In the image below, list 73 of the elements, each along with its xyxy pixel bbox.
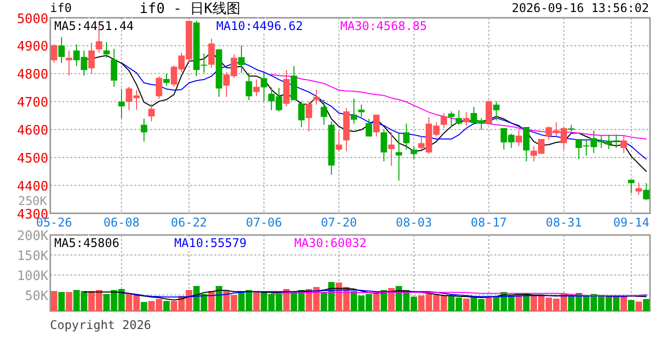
candlestick xyxy=(516,130,522,147)
y-tick-label: 4500 xyxy=(16,151,48,166)
candlestick xyxy=(358,104,365,118)
candlestick xyxy=(620,134,627,154)
candlestick xyxy=(373,114,380,137)
candlestick xyxy=(238,44,245,74)
candlestick xyxy=(366,118,372,137)
text: MA5:45806 xyxy=(54,236,120,250)
chart-title: if0 - 日K线图 xyxy=(139,1,241,17)
candlestick xyxy=(298,100,305,128)
text: MA30:60032 xyxy=(294,236,367,250)
candlestick xyxy=(388,132,395,166)
x-tick-label: 06-22 xyxy=(170,215,208,230)
candlestick xyxy=(58,36,65,64)
candlestick xyxy=(66,50,72,76)
candlestick xyxy=(88,42,95,74)
x-tick-label: 08-31 xyxy=(546,215,582,230)
text: MA10:4496.62 xyxy=(216,19,304,33)
candlestick xyxy=(486,100,492,126)
y-tick-label: 4400 xyxy=(16,179,48,194)
candlestick xyxy=(163,72,170,86)
candlestick xyxy=(110,48,118,88)
x-tick-label: 07-06 xyxy=(246,215,282,230)
candlestick xyxy=(156,76,162,100)
line-series xyxy=(121,290,647,298)
y-tick-label: 4600 xyxy=(16,124,48,139)
candlestick xyxy=(380,129,388,162)
x-tick-label: 06-08 xyxy=(103,215,140,230)
candlestick xyxy=(463,112,470,126)
text: if0 xyxy=(50,1,72,15)
text: MA5:4451.44 xyxy=(54,19,134,33)
candlestick xyxy=(140,118,148,142)
candlestick xyxy=(336,130,342,152)
candlestick xyxy=(410,146,418,160)
candlestick xyxy=(320,99,328,126)
candlestick xyxy=(103,42,110,58)
candlestick xyxy=(396,132,402,182)
candlestick xyxy=(456,110,462,126)
candlestick xyxy=(208,38,215,68)
candlestick xyxy=(448,110,455,128)
y-tick-label: 50K xyxy=(24,289,48,304)
candlestick xyxy=(260,72,268,102)
candlestick xyxy=(440,112,448,129)
y-tick-label: 200K xyxy=(16,229,48,244)
text: MA30:4568.85 xyxy=(340,19,428,33)
candlestick xyxy=(50,44,58,64)
text: MA10:55579 xyxy=(174,236,247,250)
candlestick xyxy=(350,98,358,124)
candlestick xyxy=(246,72,252,101)
candlestick xyxy=(118,88,125,119)
x-tick-label: 08-03 xyxy=(396,215,432,230)
text: 250K xyxy=(18,194,48,208)
candlestick xyxy=(493,100,500,121)
candlestick xyxy=(313,89,320,106)
candlestick xyxy=(523,126,530,162)
candlestick xyxy=(253,79,260,97)
x-tick-label: 08-17 xyxy=(470,215,507,230)
candlestick xyxy=(148,103,155,122)
candlestick xyxy=(306,100,312,132)
x-tick-label: 09-14 xyxy=(613,215,650,230)
y-tick-label: 4900 xyxy=(16,40,48,55)
y-tick-label: 4800 xyxy=(16,68,48,83)
text: 2026-09-16 13:56:02 xyxy=(512,1,649,15)
candlestick xyxy=(403,123,410,150)
candlestick xyxy=(636,182,642,196)
candlestick xyxy=(643,182,650,200)
text: Copyright 2026 xyxy=(50,318,152,332)
candlestick xyxy=(628,179,634,194)
x-tick-label: 07-20 xyxy=(320,215,357,230)
y-tick-label: 100K xyxy=(16,269,48,284)
y-tick-label: 4700 xyxy=(16,96,48,111)
y-tick-label: 150K xyxy=(16,249,48,264)
y-tick-label: 5000 xyxy=(16,12,48,27)
